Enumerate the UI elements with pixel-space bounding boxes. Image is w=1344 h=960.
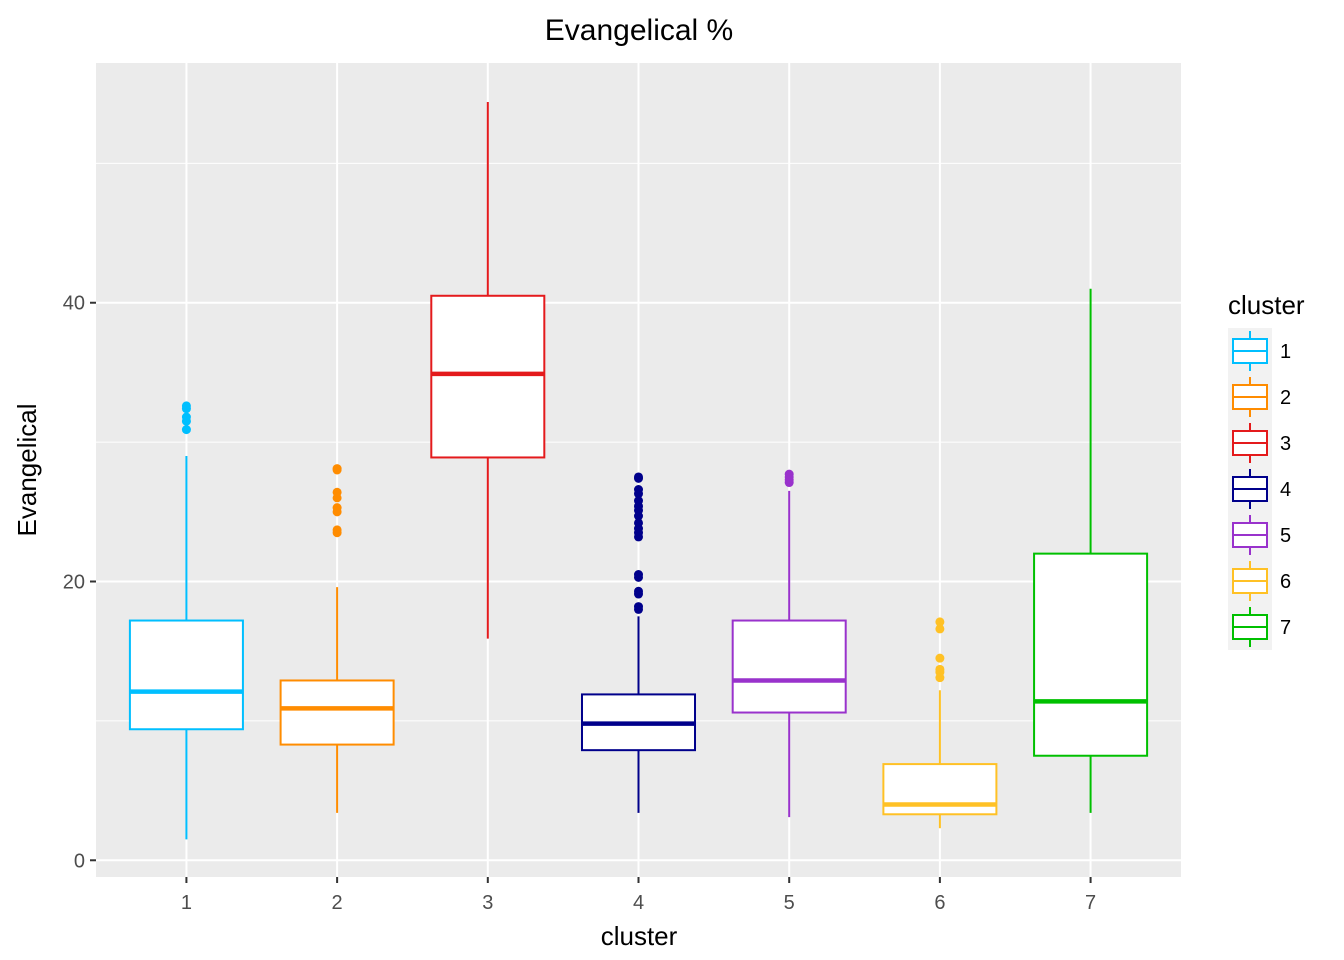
outlier-point [181, 401, 191, 411]
outlier-point [634, 586, 643, 596]
x-tick-label: 2 [332, 892, 343, 914]
legend: cluster 1 2 3 4 5 6 7 [1228, 290, 1305, 650]
outlier-point [935, 653, 945, 663]
legend-item-5: 5 [1228, 512, 1291, 558]
outlier-point [634, 518, 643, 528]
y-axis-title: Evangelical [12, 404, 42, 537]
outlier-point [634, 602, 643, 612]
outlier-point [181, 425, 191, 435]
box-cluster-3 [430, 102, 546, 639]
outlier-point [332, 487, 342, 497]
box-cluster-7 [1033, 288, 1149, 813]
legend-label: 5 [1280, 525, 1291, 547]
outlier-point [332, 464, 342, 474]
box-cluster-2 [279, 464, 395, 813]
box-iqr [128, 619, 244, 731]
box-iqr [430, 294, 546, 459]
outlier-point [332, 503, 342, 513]
legend-label: 3 [1280, 433, 1291, 455]
y-tick-label: 40 [63, 293, 85, 315]
outlier-point [634, 472, 643, 482]
outlier-point [634, 496, 643, 506]
x-tick-label: 6 [934, 892, 945, 914]
box-cluster-4 [580, 472, 697, 813]
boxes [128, 102, 1149, 840]
outlier-point [634, 570, 643, 580]
legend-label: 7 [1280, 617, 1291, 639]
legend-item-2: 2 [1228, 374, 1291, 420]
y-tick-label: 0 [74, 850, 85, 872]
legend-label: 4 [1280, 479, 1291, 501]
legend-label: 1 [1280, 341, 1291, 363]
legend-item-1: 1 [1228, 328, 1291, 374]
legend-items: 1 2 3 4 5 6 7 [1228, 328, 1291, 650]
chart-title: Evangelical % [545, 14, 733, 47]
x-tick-label: 7 [1085, 892, 1096, 914]
x-axis-ticks: 1 2 3 4 5 6 7 [181, 877, 1096, 914]
box-cluster-6 [882, 617, 998, 829]
outlier-point [935, 617, 945, 627]
legend-item-6: 6 [1228, 558, 1291, 604]
x-tick-label: 1 [181, 892, 192, 914]
outlier-point [332, 525, 342, 535]
legend-item-3: 3 [1228, 420, 1291, 466]
outlier-point [634, 485, 643, 495]
box-iqr [1033, 552, 1149, 757]
box-iqr [731, 619, 847, 714]
outlier-point [935, 624, 945, 634]
legend-label: 2 [1280, 387, 1291, 409]
box-cluster-1 [128, 401, 244, 840]
legend-label: 6 [1280, 571, 1291, 593]
box-iqr [279, 679, 395, 746]
legend-title: cluster [1228, 290, 1305, 320]
x-axis-title: cluster [601, 921, 678, 951]
x-tick-label: 3 [482, 892, 493, 914]
legend-item-4: 4 [1228, 466, 1291, 512]
box-cluster-5 [731, 469, 847, 818]
x-tick-label: 4 [633, 892, 644, 914]
outlier-point [784, 469, 794, 479]
x-tick-label: 5 [784, 892, 795, 914]
y-axis-ticks: 0 20 40 [63, 293, 96, 872]
outlier-point [935, 664, 945, 674]
outlier-point [181, 412, 191, 422]
y-tick-label: 20 [63, 572, 85, 594]
legend-item-7: 7 [1228, 604, 1291, 650]
